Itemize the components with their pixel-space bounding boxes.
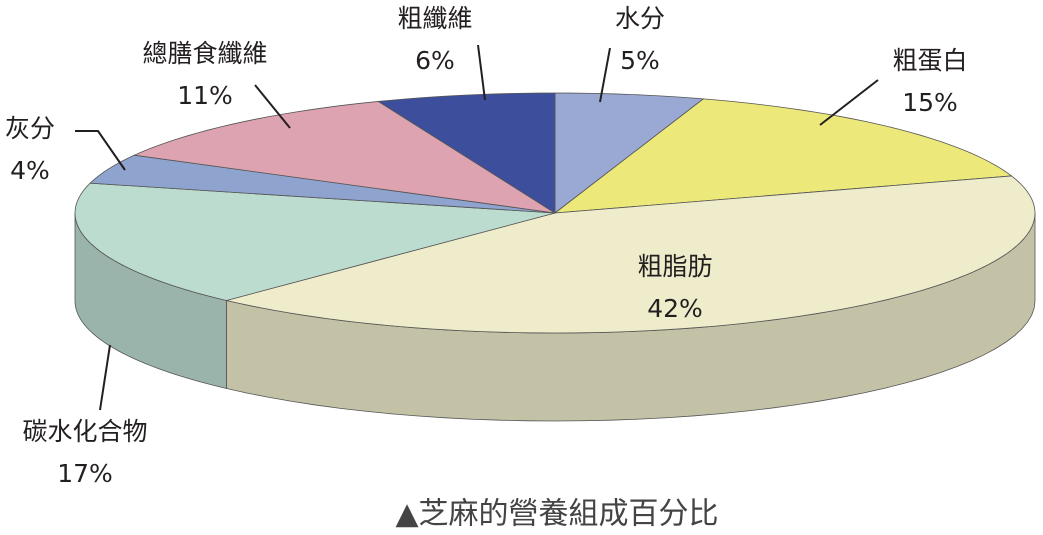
slice-label: 灰分: [5, 114, 55, 143]
slice-value-label: 15%: [902, 88, 958, 117]
chart-title: ▲芝麻的營養組成百分比: [395, 497, 718, 532]
slice-label: 粗蛋白: [892, 46, 967, 75]
leader-line: [99, 344, 111, 411]
slice-value-label: 5%: [620, 46, 660, 75]
leader-line: [599, 47, 611, 103]
slice-label: 粗纖維: [397, 4, 472, 33]
pie-slice: [226, 175, 1036, 334]
slice-value-label: 11%: [177, 81, 233, 110]
pie-slice: [74, 182, 556, 301]
slice-value-label: 17%: [57, 459, 113, 488]
pie-slice: [89, 154, 556, 214]
slice-value-label: 42%: [647, 294, 703, 323]
slice-label: 水分: [615, 4, 665, 33]
slice-value-label: 4%: [10, 156, 50, 185]
pie-slice: [377, 92, 556, 214]
slice-value-label: 6%: [415, 46, 455, 75]
pie-slice: [132, 101, 556, 214]
labels: 水分 5% 粗蛋白 15% 粗脂肪 42% 碳水化合物 17% 灰分 4% 總膳食纖維 11% 粗纖維 6…: [5, 4, 968, 488]
pie-slice: [553, 98, 1013, 214]
leader-line: [477, 44, 486, 101]
leader-line: [254, 84, 291, 129]
slice-label: 粗脂肪: [637, 252, 712, 281]
slice-label: 總膳食纖維: [142, 39, 267, 68]
pie-slice: [554, 92, 705, 214]
leader-line: [819, 79, 879, 126]
slice-label: 碳水化合物: [22, 417, 147, 446]
pie-tops: [74, 92, 1036, 334]
leader-line: [75, 130, 126, 171]
